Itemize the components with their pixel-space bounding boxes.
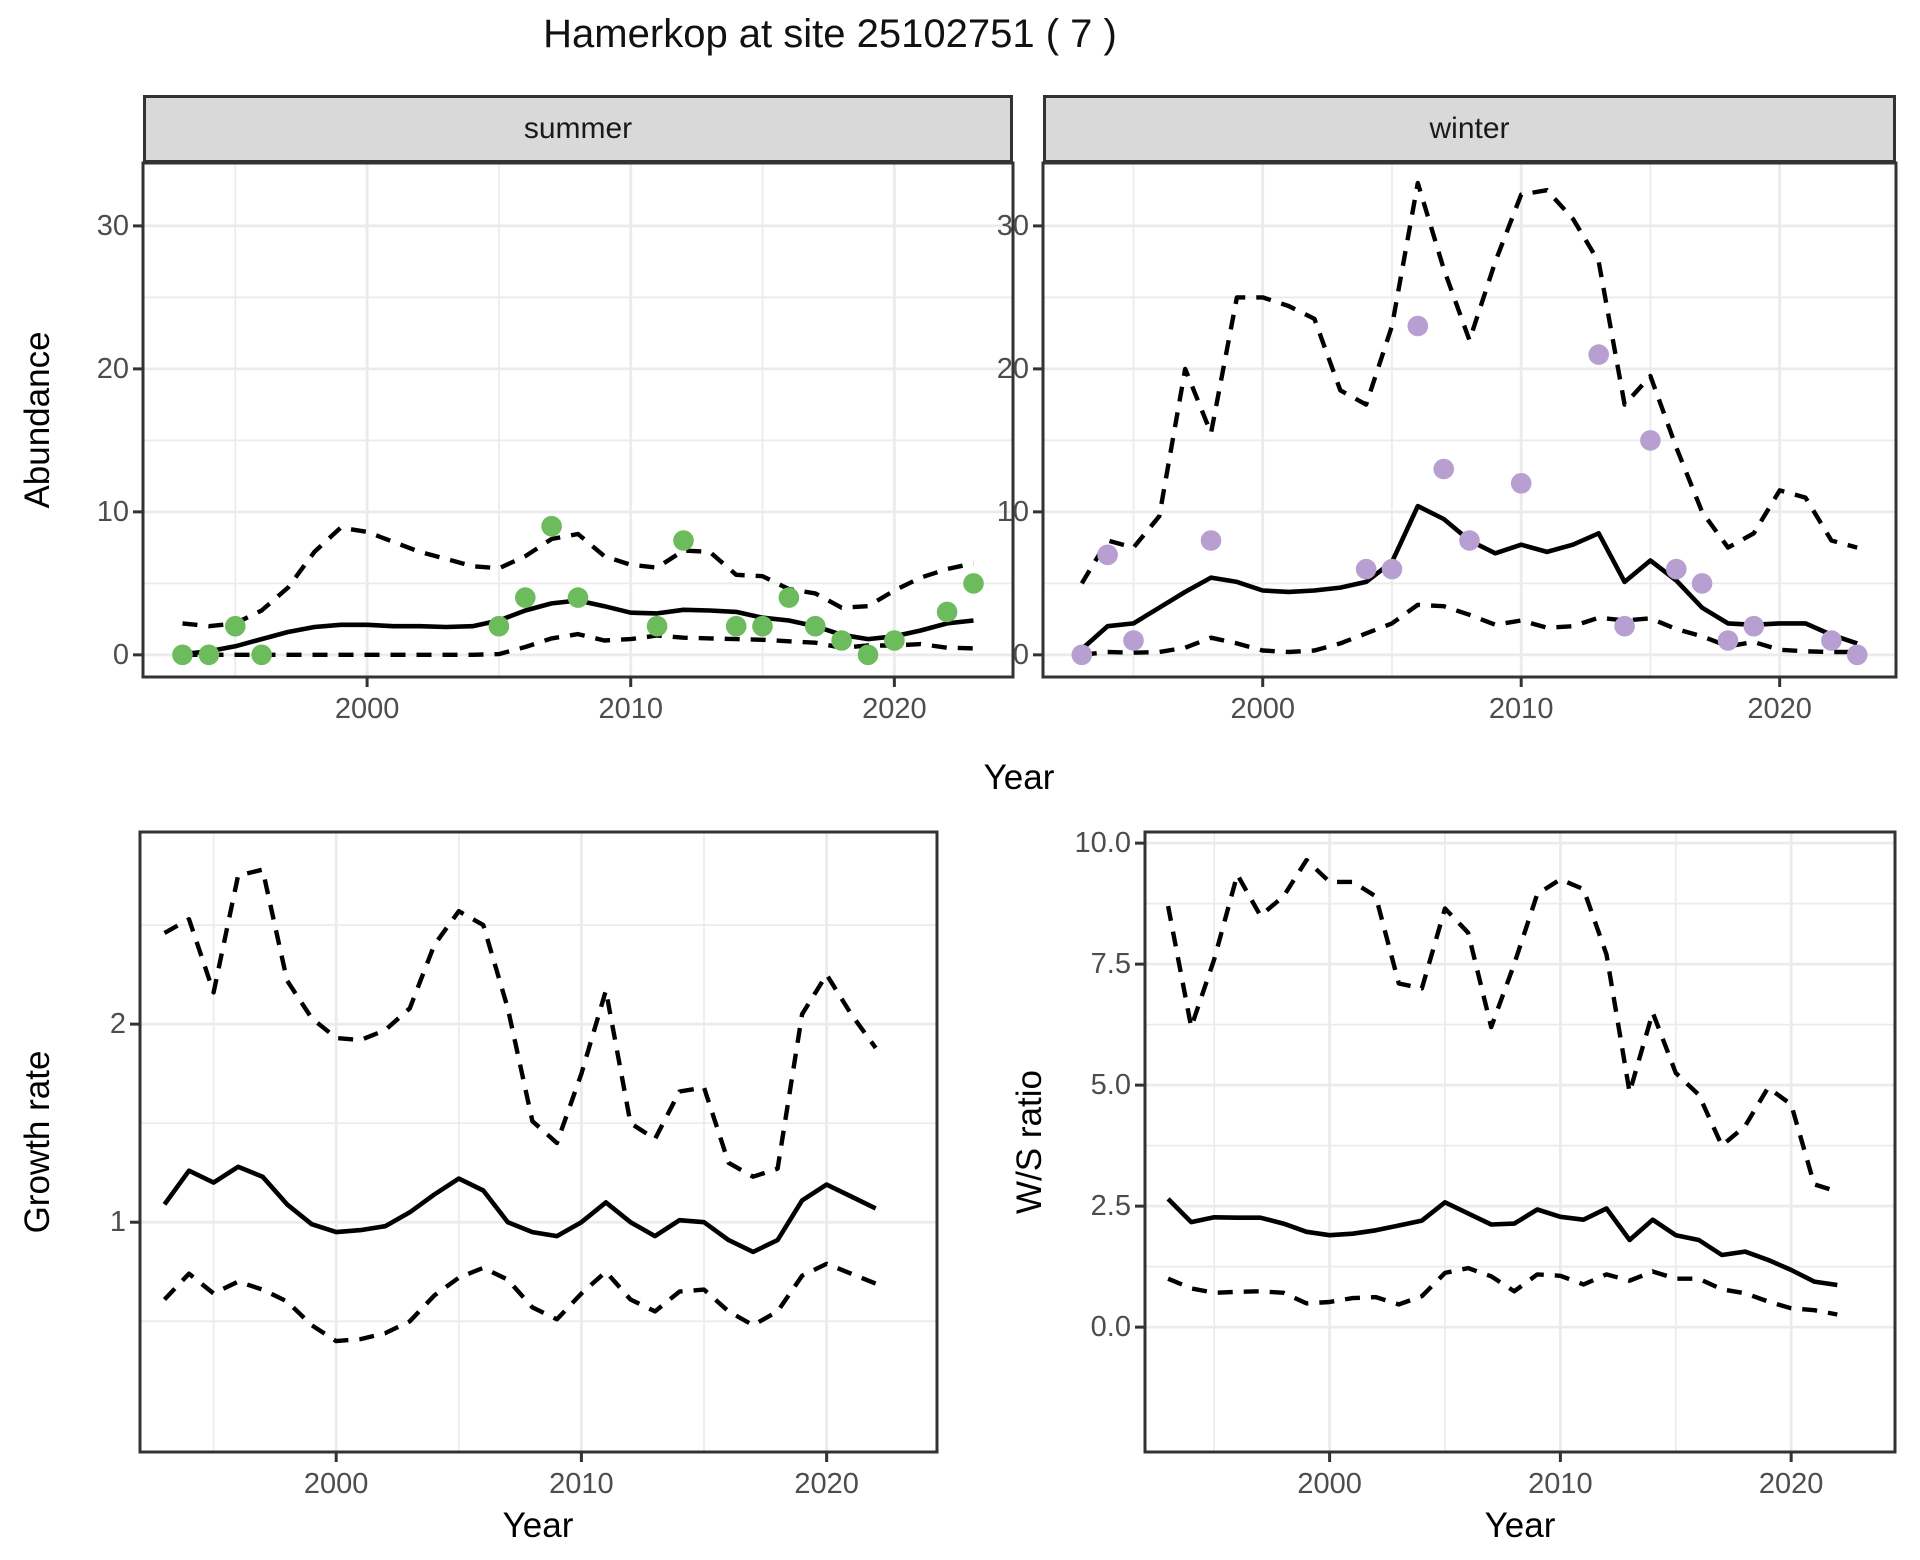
winter-observation-point [1381, 558, 1403, 580]
winter-observation-point [1071, 644, 1093, 666]
facet-strip-summer: summer [143, 95, 1013, 163]
summer-observation-point [805, 615, 826, 637]
winter-observation-point [1717, 630, 1739, 651]
winter-observation-point [1200, 530, 1222, 551]
summer-observation-point [725, 615, 747, 637]
summer-panel-content [143, 163, 1013, 677]
winter-y-tick-label: 20 [996, 352, 1029, 385]
growth-lower-ci-line [162, 1261, 877, 1344]
summer-observation-point [831, 630, 852, 651]
summer-x-tick-label: 2010 [598, 693, 663, 725]
winter-observation-point [1666, 558, 1687, 580]
ws-panel-border [1143, 830, 1897, 1454]
summer-y-tick-label: 20 [96, 352, 129, 385]
winter-observation-point [1846, 644, 1868, 666]
winter-panel-border [1041, 161, 1898, 679]
summer-y-tick-label: 10 [96, 495, 129, 528]
ws-panel-content [1145, 832, 1895, 1452]
ws-fit-line [1166, 1197, 1838, 1288]
year-axis-title-top: Year [983, 758, 1055, 797]
summer-observation-point [251, 644, 272, 666]
winter-observation-point [1433, 458, 1454, 480]
summer-y-tick-label: 0 [112, 638, 129, 671]
year-axis-title-bottom-right: Year [1484, 1506, 1556, 1545]
winter-y-tick-label: 10 [996, 495, 1029, 528]
winter-x-tick-label: 2010 [1488, 693, 1554, 725]
summer-observation-point [857, 644, 879, 666]
winter-y-tick-label: 30 [996, 209, 1029, 242]
growth-panel-content [140, 832, 937, 1452]
winter-observation-point [1821, 630, 1842, 651]
summer-observation-point [884, 630, 905, 651]
summer-observation-point [488, 615, 510, 637]
winter-observation-point [1123, 630, 1144, 651]
summer-observation-point [198, 644, 220, 666]
winter-x-tick-label: 2000 [1230, 693, 1295, 725]
summer-observation-point [225, 615, 246, 637]
ws-y-tick-label: 5.0 [1090, 1069, 1131, 1102]
winter-observation-point [1588, 344, 1609, 365]
winter-panel-content [1043, 163, 1896, 677]
ws-y-tick-label: 7.5 [1090, 948, 1131, 981]
winter-observation-point [1407, 315, 1429, 337]
winter-fit-line [1080, 503, 1858, 651]
ws-y-tick-label: 10.0 [1074, 827, 1131, 860]
summer-observation-point [646, 615, 668, 637]
ws-upper-ci-line [1165, 857, 1838, 1194]
summer-y-tick-label: 30 [96, 209, 129, 242]
growth-y-tick-label: 1 [109, 1206, 126, 1239]
winter-observation-point [1691, 573, 1713, 594]
ws-lower-ci-line [1167, 1265, 1838, 1317]
ws-x-tick-label: 2000 [1297, 1468, 1362, 1500]
growth-x-tick-label: 2020 [794, 1468, 859, 1500]
summer-observation-point [963, 573, 984, 594]
summer-panel-border [141, 161, 1015, 679]
growth-x-tick-label: 2010 [549, 1468, 614, 1500]
year-axis-title-bottom-left: Year [502, 1506, 574, 1545]
winter-x-tick-label: 2020 [1747, 693, 1812, 725]
winter-observation-point [1743, 615, 1765, 637]
summer-observation-point [673, 530, 694, 551]
growth-x-tick-label: 2000 [303, 1468, 369, 1500]
winter-observation-point [1459, 530, 1480, 551]
ws-x-tick-label: 2010 [1528, 1468, 1593, 1500]
summer-observation-point [752, 615, 773, 637]
summer-observation-point [936, 601, 958, 623]
winter-observation-point [1510, 473, 1532, 494]
chart-title: Hamerkop at site 25102751 ( 7 ) [543, 12, 1117, 56]
summer-x-tick-label: 2020 [862, 693, 927, 725]
winter-y-tick-label: 0 [1012, 638, 1029, 671]
summer-observation-point [172, 644, 193, 666]
summer-observation-point [567, 587, 589, 608]
summer-upper-ci-line [182, 525, 974, 629]
winter-observation-point [1614, 615, 1635, 637]
facet-strip-winter: winter [1043, 95, 1896, 163]
summer-observation-point [778, 587, 800, 608]
growth-fit-line [162, 1164, 877, 1255]
summer-observation-point [541, 515, 562, 537]
summer-observation-point [515, 587, 536, 608]
growth-panel-border [138, 830, 939, 1454]
winter-observation-point [1355, 558, 1377, 580]
ws-x-tick-label: 2020 [1758, 1468, 1824, 1500]
winter-observation-point [1097, 544, 1118, 566]
growth-y-tick-label: 2 [109, 1008, 126, 1041]
ws-y-tick-label: 0.0 [1090, 1311, 1131, 1344]
summer-x-tick-label: 2000 [334, 693, 400, 725]
winter-lower-ci-line [1081, 602, 1858, 657]
facet-strip-winter-label: winter [1429, 112, 1510, 145]
winter-observation-point [1640, 430, 1661, 451]
winter-upper-ci-line [1079, 180, 1858, 585]
facet-strip-summer-label: summer [523, 112, 633, 145]
growth-upper-ci-line [163, 867, 878, 1179]
ws-y-tick-label: 2.5 [1090, 1190, 1131, 1223]
